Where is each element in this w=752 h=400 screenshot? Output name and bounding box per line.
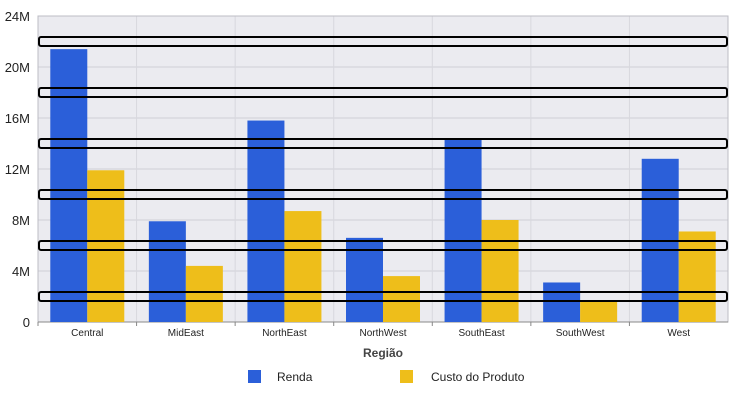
y-axis: 0 4M 8M 12M 16M 20M 24M: [5, 9, 30, 330]
x-tick-label: SouthEast: [458, 328, 504, 339]
highlight-band: [38, 138, 728, 149]
highlight-band: [38, 36, 728, 47]
bar-renda-northwest[interactable]: [346, 237, 383, 322]
y-tick-label: 8M: [12, 213, 30, 228]
bar-custo-central[interactable]: [87, 170, 125, 322]
y-tick-label: 0: [23, 315, 30, 330]
bar-renda-southwest[interactable]: [543, 282, 581, 322]
x-tick-label: Central: [71, 328, 103, 339]
x-tick-label: MidEast: [168, 328, 204, 339]
bar-renda-central[interactable]: [50, 49, 88, 323]
y-tick-label: 20M: [5, 60, 30, 75]
legend-label[interactable]: Renda: [277, 370, 313, 384]
highlight-band: [38, 189, 728, 200]
x-tick-label: SouthWest: [556, 328, 605, 339]
bar-custo-west[interactable]: [678, 231, 716, 322]
legend-label[interactable]: Custo do Produto: [431, 370, 525, 384]
bar-renda-mideast[interactable]: [148, 221, 186, 322]
bar-custo-southwest[interactable]: [580, 300, 618, 322]
bar-custo-southeast[interactable]: [481, 220, 519, 322]
x-tick-label: West: [667, 328, 690, 339]
y-tick-label: 4M: [12, 264, 30, 279]
y-tick-label: 12M: [5, 162, 30, 177]
legend-swatch: [400, 370, 413, 383]
x-tick-label: NorthWest: [359, 328, 406, 339]
legend: Renda Custo do Produto: [248, 370, 525, 384]
x-tick-label: NorthEast: [262, 328, 307, 339]
highlight-band: [38, 291, 728, 302]
x-axis: Central MidEast NorthEast NorthWest SouthEas…: [37, 322, 690, 339]
legend-swatch: [248, 370, 261, 383]
bar-custo-northwest[interactable]: [383, 276, 420, 322]
highlight-bands: [38, 36, 728, 302]
highlight-band: [38, 240, 728, 251]
bar-renda-southeast[interactable]: [444, 138, 482, 322]
bar-renda-northeast[interactable]: [247, 120, 285, 322]
bar-custo-northeast[interactable]: [284, 211, 322, 322]
x-axis-title: Região: [363, 346, 403, 360]
y-tick-label: 24M: [5, 9, 30, 24]
highlight-band: [38, 87, 728, 98]
bar-custo-mideast[interactable]: [185, 265, 223, 322]
y-tick-label: 16M: [5, 111, 30, 126]
